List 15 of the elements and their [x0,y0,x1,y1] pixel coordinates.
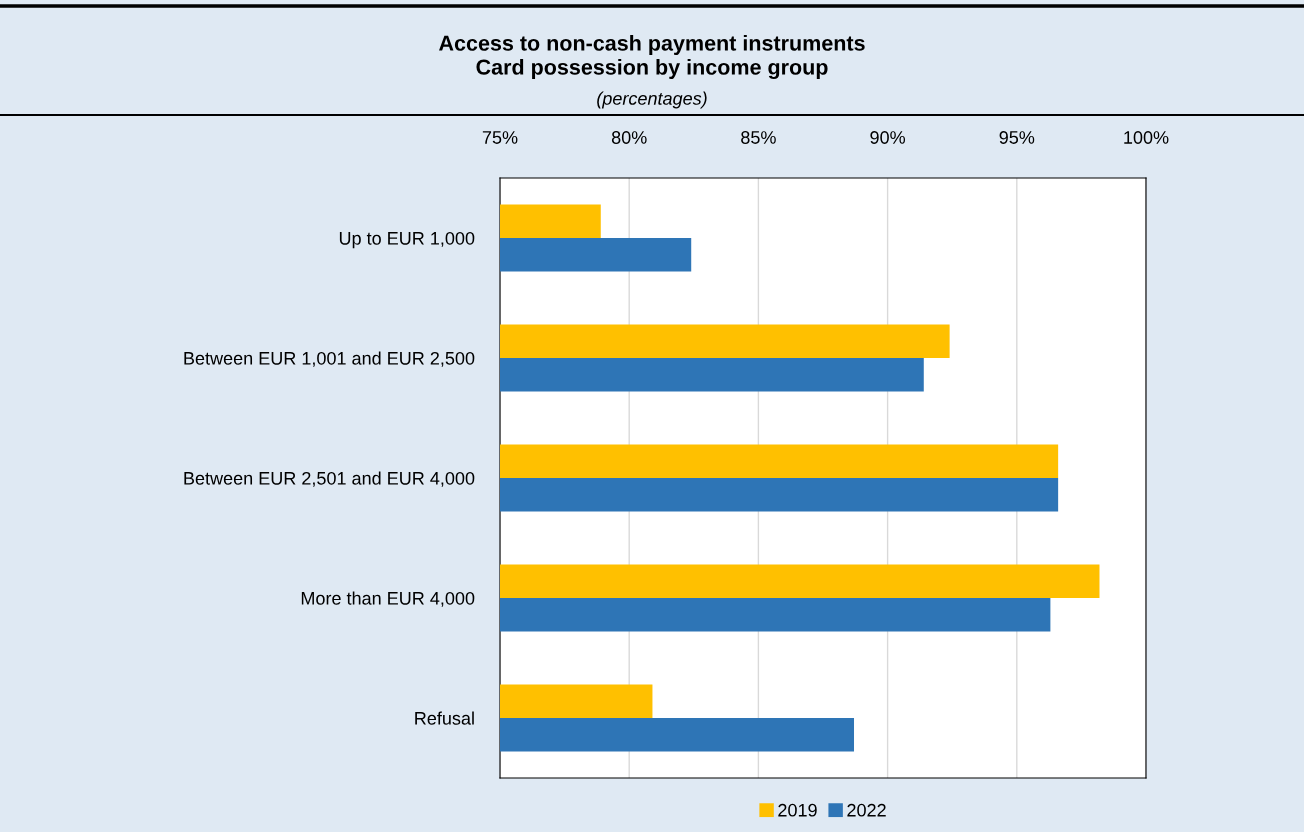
x-tick-label: 75% [482,131,518,144]
y-tick-label: Between EUR 2,501 and EUR 4,000 [184,471,475,487]
y-tick-label: More than EUR 4,000 [301,591,475,607]
y-tick-label: Refusal [415,711,474,725]
chart-title: Access to non-cash payment instruments Card possession by income group [439,34,865,80]
y-tick-label: Between EUR 1,001 and EUR 2,500 [184,351,475,367]
legend-label: 2019 [778,803,817,817]
y-tick-label: Up to EUR 1,000 [339,231,475,249]
x-tick-label: 95% [999,131,1035,144]
x-tick-label: 100% [1124,131,1169,144]
chart-subtitle: (percentages) [597,91,707,109]
x-tick-label: 85% [741,131,776,144]
x-tick-label: 90% [870,131,906,144]
legend-label: 2022 [847,803,886,817]
x-tick-label: 80% [611,131,647,144]
